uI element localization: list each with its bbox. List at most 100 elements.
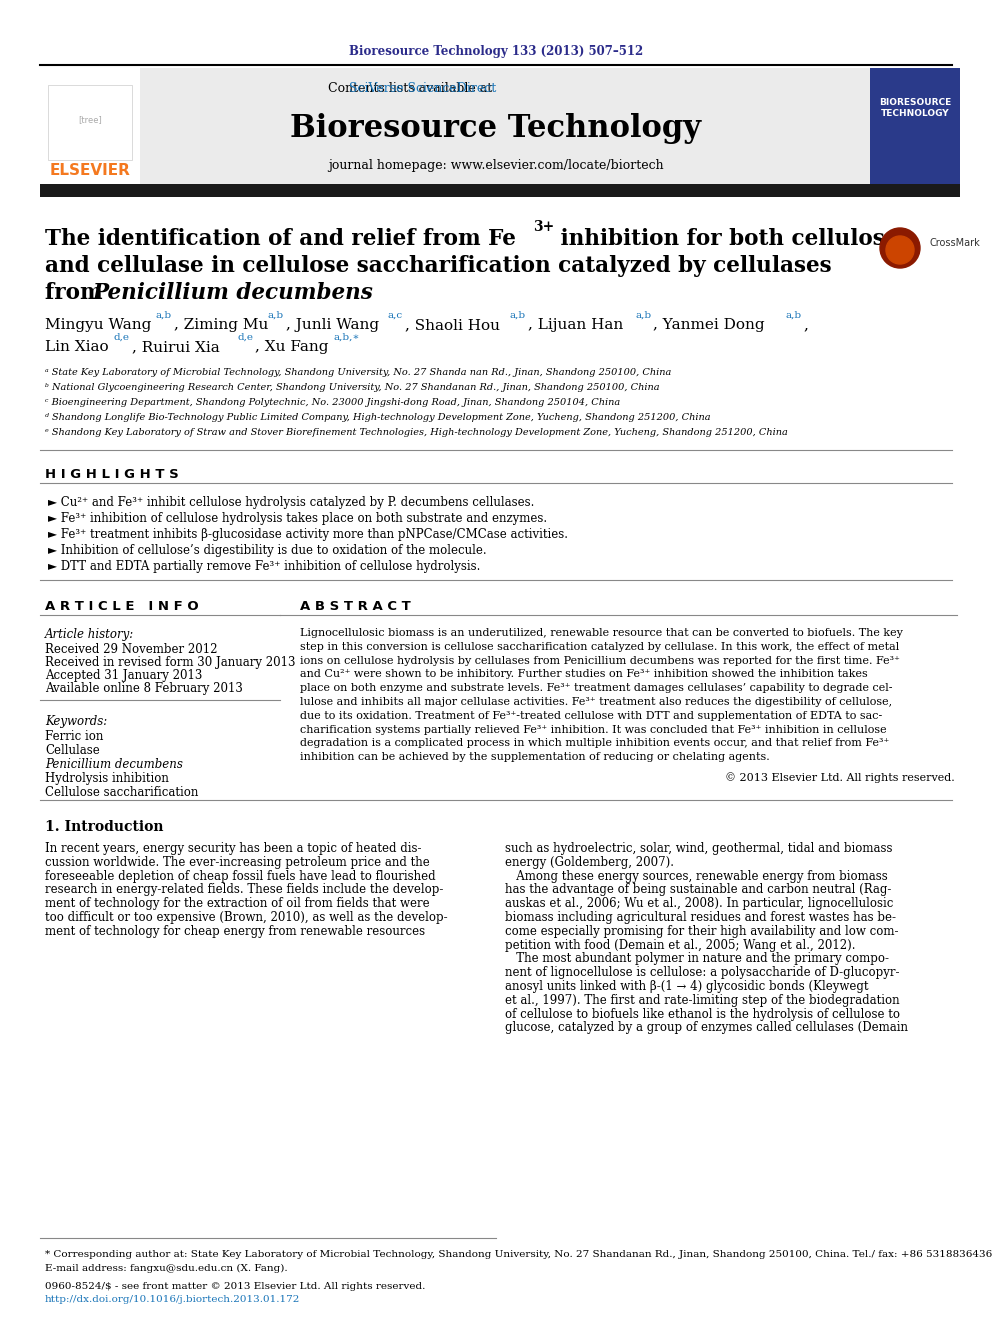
Text: Contents lists available at: Contents lists available at [327,82,496,94]
Circle shape [880,228,920,269]
Text: step in this conversion is cellulose saccharification catalyzed by cellulase. In: step in this conversion is cellulose sac… [300,642,900,652]
Text: In recent years, energy security has been a topic of heated dis-: In recent years, energy security has bee… [45,841,422,855]
Text: a,b: a,b [510,311,526,320]
Text: too difficult or too expensive (Brown, 2010), as well as the develop-: too difficult or too expensive (Brown, 2… [45,912,447,923]
Text: 3+: 3+ [533,220,555,234]
Text: petition with food (Demain et al., 2005; Wang et al., 2012).: petition with food (Demain et al., 2005;… [505,938,855,951]
Text: , Junli Wang: , Junli Wang [286,318,379,332]
Text: ᶜ Bioengineering Department, Shandong Polytechnic, No. 23000 Jingshi-dong Road, : ᶜ Bioengineering Department, Shandong Po… [45,398,620,407]
Text: degradation is a complicated process in which multiple inhibition events occur, : degradation is a complicated process in … [300,738,889,749]
Text: Penicillium decumbens: Penicillium decumbens [45,758,183,771]
Text: A B S T R A C T: A B S T R A C T [300,601,411,613]
Text: Lin Xiao: Lin Xiao [45,340,109,355]
Text: BIORESOURCE
TECHNOLOGY: BIORESOURCE TECHNOLOGY [879,98,951,118]
Text: from: from [45,282,110,304]
Circle shape [886,235,914,265]
Text: Cellulose saccharification: Cellulose saccharification [45,786,198,799]
Text: a,b: a,b [635,311,651,320]
Text: due to its oxidation. Treatment of Fe³⁺-treated cellulose with DTT and supplemen: due to its oxidation. Treatment of Fe³⁺-… [300,710,882,721]
Bar [40,67,140,185]
Text: © 2013 Elsevier Ltd. All rights reserved.: © 2013 Elsevier Ltd. All rights reserved… [725,773,955,783]
Text: , Xu Fang: , Xu Fang [255,340,328,355]
Text: nent of lignocellulose is cellulose: a polysaccharide of D-glucopyr-: nent of lignocellulose is cellulose: a p… [505,966,900,979]
Text: , Shaoli Hou: , Shaoli Hou [405,318,500,332]
Text: ► Inhibition of cellulose’s digestibility is due to oxidation of the molecule.: ► Inhibition of cellulose’s digestibilit… [48,544,487,557]
Text: and cellulase in cellulose saccharification catalyzed by cellulases: and cellulase in cellulose saccharificat… [45,255,831,277]
Bar [75,67,870,185]
Text: come especially promising for their high availability and low com-: come especially promising for their high… [505,925,899,938]
Text: Accepted 31 January 2013: Accepted 31 January 2013 [45,669,202,681]
Text: ions on cellulose hydrolysis by cellulases from Penicillium decumbens was report: ions on cellulose hydrolysis by cellulas… [300,656,900,665]
Text: inhibition can be achieved by the supplementation of reducing or chelating agent: inhibition can be achieved by the supple… [300,753,770,762]
Text: Available online 8 February 2013: Available online 8 February 2013 [45,681,243,695]
Text: biomass including agricultural residues and forest wastes has be-: biomass including agricultural residues … [505,912,896,923]
Text: energy (Goldemberg, 2007).: energy (Goldemberg, 2007). [505,856,674,869]
Text: inhibition for both cellulose: inhibition for both cellulose [553,228,899,250]
Text: d,e: d,e [237,333,253,343]
Text: such as hydroelectric, solar, wind, geothermal, tidal and biomass: such as hydroelectric, solar, wind, geot… [505,841,893,855]
Text: ELSEVIER: ELSEVIER [50,163,130,179]
Text: et al., 1997). The first and rate-limiting step of the biodegradation: et al., 1997). The first and rate-limiti… [505,994,900,1007]
Text: has the advantage of being sustainable and carbon neutral (Rag-: has the advantage of being sustainable a… [505,884,892,897]
Text: Mingyu Wang: Mingyu Wang [45,318,152,332]
Text: A R T I C L E   I N F O: A R T I C L E I N F O [45,601,198,613]
Text: Received 29 November 2012: Received 29 November 2012 [45,643,217,656]
Text: a,b: a,b [156,311,173,320]
Text: 0960-8524/$ - see front matter © 2013 Elsevier Ltd. All rights reserved.: 0960-8524/$ - see front matter © 2013 El… [45,1282,426,1291]
Text: Bioresource Technology 133 (2013) 507–512: Bioresource Technology 133 (2013) 507–51… [349,45,643,58]
Text: of cellulose to biofuels like ethanol is the hydrolysis of cellulose to: of cellulose to biofuels like ethanol is… [505,1008,900,1020]
Text: place on both enzyme and substrate levels. Fe³⁺ treatment damages cellulases’ ca: place on both enzyme and substrate level… [300,683,893,693]
Text: [tree]: [tree] [78,115,102,124]
Text: research in energy-related fields. These fields include the develop-: research in energy-related fields. These… [45,884,443,897]
Bar [40,184,960,197]
Text: Penicillium decumbens: Penicillium decumbens [93,282,374,304]
Text: http://dx.doi.org/10.1016/j.biortech.2013.01.172: http://dx.doi.org/10.1016/j.biortech.201… [45,1295,301,1304]
Text: , Ruirui Xia: , Ruirui Xia [132,340,220,355]
Text: a,b: a,b [786,311,803,320]
Text: cussion worldwide. The ever-increasing petroleum price and the: cussion worldwide. The ever-increasing p… [45,856,430,869]
Bar [48,85,132,160]
Text: The identification of and relief from Fe: The identification of and relief from Fe [45,228,516,250]
Text: 1. Introduction: 1. Introduction [45,820,164,833]
Text: Ferric ion: Ferric ion [45,730,103,744]
Text: foreseeable depletion of cheap fossil fuels have lead to flourished: foreseeable depletion of cheap fossil fu… [45,869,435,882]
Text: E-mail address: fangxu@sdu.edu.cn (X. Fang).: E-mail address: fangxu@sdu.edu.cn (X. Fa… [45,1263,288,1273]
Text: ment of technology for the extraction of oil from fields that were: ment of technology for the extraction of… [45,897,430,910]
Text: H I G H L I G H T S: H I G H L I G H T S [45,468,179,482]
Text: ᵈ Shandong Longlife Bio-Technology Public Limited Company, High-technology Devel: ᵈ Shandong Longlife Bio-Technology Publi… [45,413,710,422]
Text: Among these energy sources, renewable energy from biomass: Among these energy sources, renewable en… [505,869,888,882]
Text: ► Fe³⁺ inhibition of cellulose hydrolysis takes place on both substrate and enzy: ► Fe³⁺ inhibition of cellulose hydrolysi… [48,512,548,525]
Text: ᵉ Shandong Key Laboratory of Straw and Stover Biorefinement Technologies, High-t: ᵉ Shandong Key Laboratory of Straw and S… [45,429,788,437]
Text: and Cu²⁺ were shown to be inhibitory. Further studies on Fe³⁺ inhibition showed : and Cu²⁺ were shown to be inhibitory. Fu… [300,669,868,680]
Text: ► DTT and EDTA partially remove Fe³⁺ inhibition of cellulose hydrolysis.: ► DTT and EDTA partially remove Fe³⁺ inh… [48,560,480,573]
Text: Lignocellulosic biomass is an underutilized, renewable resource that can be conv: Lignocellulosic biomass is an underutili… [300,628,903,638]
Text: a,b,∗: a,b,∗ [333,333,359,343]
Text: glucose, catalyzed by a group of enzymes called cellulases (Demain: glucose, catalyzed by a group of enzymes… [505,1021,908,1035]
Text: charification systems partially relieved Fe³⁺ inhibition. It was concluded that : charification systems partially relieved… [300,725,887,734]
Text: Cellulase: Cellulase [45,744,100,757]
Text: d,e: d,e [114,333,130,343]
Text: ► Cu²⁺ and Fe³⁺ inhibit cellulose hydrolysis catalyzed by P. decumbens cellulase: ► Cu²⁺ and Fe³⁺ inhibit cellulose hydrol… [48,496,535,509]
Text: ,: , [803,318,807,332]
Text: , Lijuan Han: , Lijuan Han [528,318,623,332]
Text: Article history:: Article history: [45,628,134,642]
Text: , Ziming Mu: , Ziming Mu [174,318,269,332]
Text: a,c: a,c [387,311,402,320]
Text: anosyl units linked with β-(1 → 4) glycosidic bonds (Kleywegt: anosyl units linked with β-(1 → 4) glyco… [505,980,869,994]
Text: * Corresponding author at: State Key Laboratory of Microbial Technology, Shandon: * Corresponding author at: State Key Lab… [45,1250,992,1259]
Text: The most abundant polymer in nature and the primary compo-: The most abundant polymer in nature and … [505,953,889,966]
Text: ᵃ State Key Laboratory of Microbial Technology, Shandong University, No. 27 Shan: ᵃ State Key Laboratory of Microbial Tech… [45,368,672,377]
Text: auskas et al., 2006; Wu et al., 2008). In particular, lignocellulosic: auskas et al., 2006; Wu et al., 2008). I… [505,897,894,910]
Text: ment of technology for cheap energy from renewable resources: ment of technology for cheap energy from… [45,925,426,938]
Bar [870,67,960,185]
Text: CrossMark: CrossMark [930,238,981,247]
Text: a,b: a,b [268,311,284,320]
Text: lulose and inhibits all major cellulase activities. Fe³⁺ treatment also reduces : lulose and inhibits all major cellulase … [300,697,892,706]
Text: ᵇ National Glycoengineering Research Center, Shandong University, No. 27 Shandan: ᵇ National Glycoengineering Research Cen… [45,382,660,392]
Text: ► Fe³⁺ treatment inhibits β-glucosidase activity more than pNPCase/CMCase activi: ► Fe³⁺ treatment inhibits β-glucosidase … [48,528,568,541]
Text: Hydrolysis inhibition: Hydrolysis inhibition [45,773,169,785]
Text: Bioresource Technology: Bioresource Technology [291,112,701,143]
Text: , Yanmei Dong: , Yanmei Dong [653,318,765,332]
Text: Received in revised form 30 January 2013: Received in revised form 30 January 2013 [45,656,296,669]
Text: Keywords:: Keywords: [45,714,107,728]
